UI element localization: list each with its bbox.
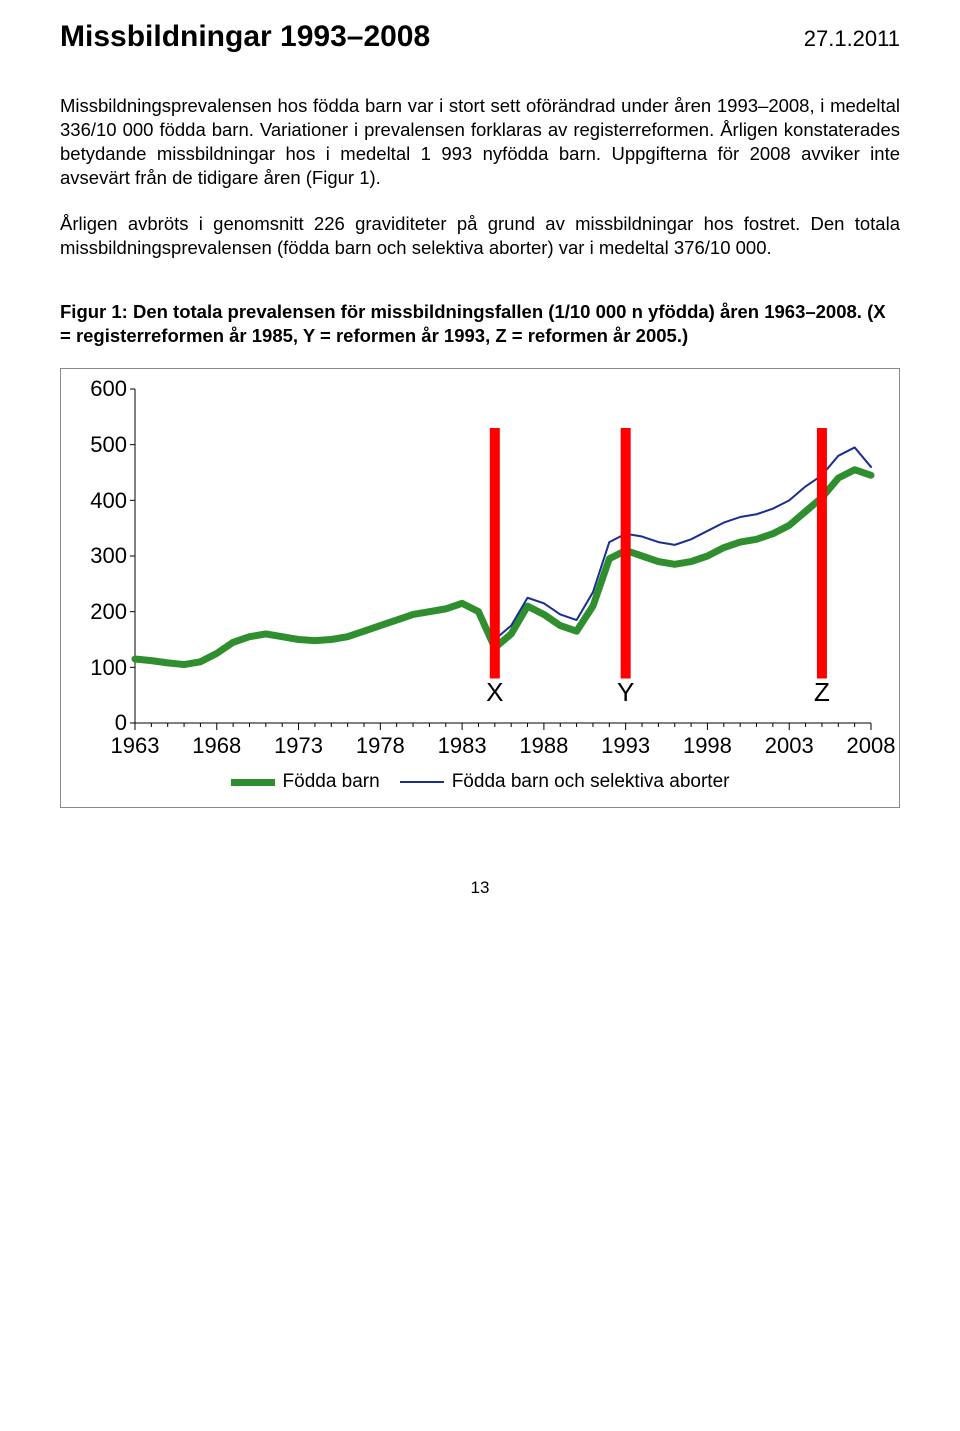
y-tick-label: 400 xyxy=(79,488,127,514)
page-title: Missbildningar 1993–2008 xyxy=(60,20,430,54)
chart-svg xyxy=(79,383,881,763)
legend-label: Födda barn xyxy=(283,771,380,793)
x-tick-label: 1973 xyxy=(274,733,323,759)
legend-item: Födda barn och selektiva aborter xyxy=(400,771,730,793)
chart-container: 0100200300400500600196319681973197819831… xyxy=(60,368,900,808)
y-tick-label: 200 xyxy=(79,599,127,625)
x-tick-label: 1998 xyxy=(683,733,732,759)
legend-item: Födda barn xyxy=(231,771,380,793)
figure-caption: Figur 1: Den totala prevalensen för miss… xyxy=(60,300,900,348)
page-number: 13 xyxy=(60,878,900,898)
x-tick-label: 1988 xyxy=(519,733,568,759)
paragraph-1: Missbildningsprevalensen hos födda barn … xyxy=(60,94,900,190)
header-date: 27.1.2011 xyxy=(804,26,900,52)
x-tick-label: 1983 xyxy=(438,733,487,759)
y-tick-label: 100 xyxy=(79,655,127,681)
y-tick-label: 500 xyxy=(79,432,127,458)
x-tick-label: 2008 xyxy=(847,733,896,759)
paragraph-2: Årligen avbröts i genomsnitt 226 gravidi… xyxy=(60,212,900,260)
legend-label: Födda barn och selektiva aborter xyxy=(452,771,730,793)
y-tick-label: 300 xyxy=(79,543,127,569)
header: Missbildningar 1993–2008 27.1.2011 xyxy=(60,20,900,54)
x-tick-label: 1963 xyxy=(111,733,160,759)
chart-legend: Födda barn Födda barn och selektiva abort… xyxy=(79,771,881,793)
legend-color-swatch xyxy=(400,781,444,783)
legend-color-swatch xyxy=(231,779,275,786)
x-tick-label: 1993 xyxy=(601,733,650,759)
x-tick-label: 1978 xyxy=(356,733,405,759)
marker-label: Z xyxy=(814,677,830,708)
y-tick-label: 600 xyxy=(79,376,127,402)
marker-label: X xyxy=(486,677,503,708)
x-tick-label: 1968 xyxy=(192,733,241,759)
x-tick-label: 2003 xyxy=(765,733,814,759)
chart-plot-area: 0100200300400500600196319681973197819831… xyxy=(79,383,881,763)
marker-label: Y xyxy=(617,677,634,708)
